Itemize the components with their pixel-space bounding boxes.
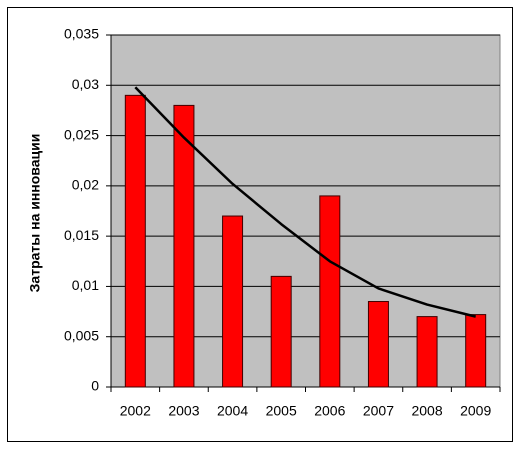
bar: [270, 275, 292, 388]
x-tick-label: 2007: [363, 403, 394, 419]
y-tick-label: 0,02: [72, 177, 99, 193]
x-tick-label: 2008: [411, 403, 442, 419]
x-tick-label: 2005: [266, 403, 297, 419]
y-tick-label: 0,015: [64, 227, 99, 243]
x-tick-label: 2004: [217, 403, 248, 419]
bar: [124, 94, 146, 388]
bar: [416, 316, 438, 388]
y-tick-label: 0,03: [72, 76, 99, 92]
x-tick-label: 2002: [120, 403, 151, 419]
bar: [222, 215, 244, 388]
y-tick-label: 0,025: [64, 126, 99, 142]
trend-line: [134, 86, 476, 318]
y-tick-label: 0,035: [64, 26, 99, 42]
y-tick-label: 0: [91, 378, 99, 394]
y-axis-label: Затраты на инновации: [27, 134, 43, 293]
bar: [465, 314, 487, 388]
y-tick-label: 0,005: [64, 327, 99, 343]
x-tick-label: 2009: [460, 403, 491, 419]
bar: [319, 195, 341, 388]
y-tick-label: 0,01: [72, 277, 99, 293]
plot-area: [110, 34, 501, 388]
bar: [173, 104, 195, 388]
x-tick-label: 2006: [314, 403, 345, 419]
x-tick-label: 2003: [168, 403, 199, 419]
bar: [367, 301, 389, 388]
